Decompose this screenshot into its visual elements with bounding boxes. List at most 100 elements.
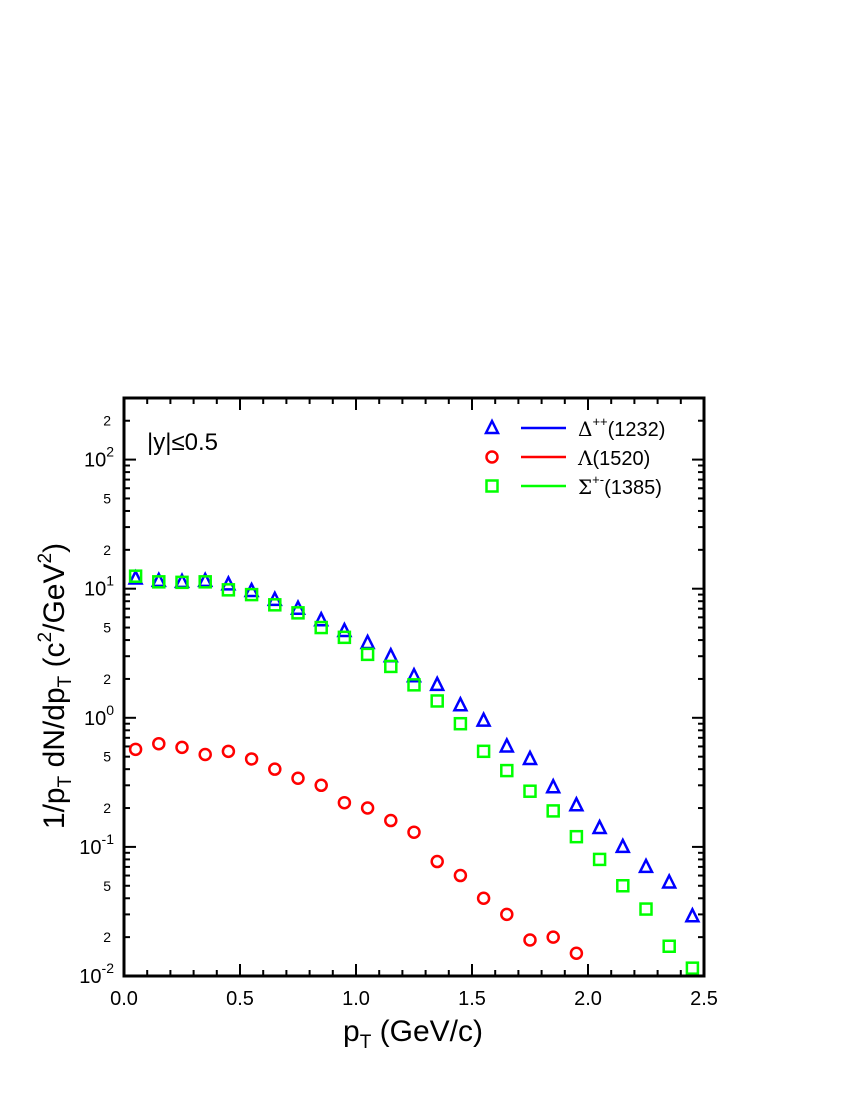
- y-tick-base: 10: [79, 837, 101, 859]
- data-point-square: [476, 744, 491, 759]
- y-minor-tick-label: 5: [103, 878, 111, 894]
- legend-label-sup: ++: [592, 414, 607, 429]
- data-point-triangle: [150, 571, 167, 588]
- data-point-square: [152, 575, 166, 589]
- y-tick-base: 10: [84, 579, 106, 601]
- data-point-square: [384, 659, 398, 674]
- data-point-square: [175, 575, 189, 590]
- data-point-triangle: [452, 695, 469, 712]
- data-point-triangle: [197, 571, 214, 588]
- data-point-circle: [546, 930, 560, 944]
- legend: Δ++(1232)Λ(1520)Σ+-(1385): [483, 414, 666, 499]
- data-point-triangle: [475, 710, 492, 727]
- data-point-circle: [291, 771, 305, 786]
- data-point-triangle: [545, 777, 562, 794]
- y-tick-exponent: -2: [102, 960, 115, 976]
- data-point-square: [500, 763, 514, 778]
- x-title-rest: (GeV/c): [371, 1015, 483, 1048]
- data-point-circle: [198, 747, 212, 762]
- legend-marker-circle: [485, 450, 499, 464]
- data-point-circle: [152, 736, 166, 751]
- y-tick-exponent: 2: [106, 444, 114, 460]
- series-square: [128, 569, 700, 975]
- y-title-sub2: T: [55, 675, 76, 687]
- data-point-square: [685, 961, 700, 975]
- data-point-circle: [221, 744, 236, 759]
- y-minor-tick-label: 5: [103, 490, 111, 506]
- y-minor-tick-label: 5: [103, 620, 111, 636]
- y-tick-base: 10: [84, 708, 106, 730]
- data-point-square: [360, 647, 375, 662]
- legend-label-rest: (1385): [604, 477, 662, 499]
- legend-label-rest: (1232): [608, 419, 666, 441]
- data-point-circle: [476, 891, 491, 906]
- data-point-square: [523, 784, 537, 798]
- y-title-part1: 1/p: [38, 787, 71, 829]
- data-point-triangle: [405, 666, 423, 683]
- data-point-square: [128, 569, 143, 583]
- data-point-square: [430, 694, 444, 708]
- legend-label-base: Σ: [578, 475, 592, 499]
- y-minor-tick-label: 2: [103, 671, 111, 687]
- x-title-main: p: [343, 1015, 360, 1048]
- data-point-square: [453, 716, 468, 731]
- data-point-triangle: [568, 795, 585, 812]
- y-title-sub1: T: [55, 775, 76, 787]
- data-point-circle: [500, 907, 514, 922]
- y-title-part3: (c: [38, 642, 71, 675]
- data-point-square: [314, 620, 328, 635]
- data-point-triangle: [614, 837, 631, 854]
- y-tick-label: 10-1: [79, 831, 114, 859]
- data-point-triangle: [127, 568, 144, 585]
- data-point-square: [407, 678, 421, 692]
- series-circle: [128, 736, 584, 961]
- y-tick-label: 100: [84, 702, 114, 730]
- data-point-circle: [175, 740, 189, 755]
- data-point-circle: [244, 752, 259, 766]
- data-point-triangle: [661, 872, 678, 889]
- plot-frame: [122, 396, 706, 978]
- data-point-triangle: [498, 736, 515, 753]
- data-point-circle: [360, 801, 375, 815]
- data-point-triangle: [637, 857, 655, 874]
- rapidity-annotation: |y|≤0.5: [147, 429, 218, 456]
- data-point-circle: [407, 825, 421, 839]
- data-point-circle: [569, 946, 584, 961]
- data-point-square: [268, 598, 282, 612]
- data-point-circle: [430, 854, 444, 869]
- legend-label-base: Λ: [577, 446, 593, 470]
- data-point-circle: [128, 742, 143, 757]
- x-tick-label: 1.5: [458, 988, 486, 1010]
- data-point-circle: [384, 813, 398, 828]
- x-tick-label: 2.0: [574, 988, 602, 1010]
- data-point-triangle: [521, 749, 539, 766]
- legend-label-sup: +-: [592, 472, 604, 487]
- data-point-square: [616, 879, 630, 893]
- data-point-triangle: [313, 610, 330, 627]
- x-title-sub: T: [360, 1032, 372, 1053]
- y-axis-title: 1/pT dN/dpT (c2/GeV2): [35, 543, 76, 829]
- y-tick-exponent: 0: [106, 702, 114, 718]
- y-title-part4: /GeV: [38, 563, 71, 631]
- y-title-sup2: 2: [35, 553, 56, 564]
- y-tick-base: 10: [79, 966, 101, 988]
- data-point-square: [569, 829, 584, 844]
- legend-marker-triangle: [483, 418, 501, 435]
- data-point-square: [546, 804, 560, 818]
- legend-label: Σ+-(1385): [578, 472, 662, 499]
- data-point-circle: [314, 778, 328, 793]
- x-tick-label: 0.0: [110, 988, 138, 1010]
- data-point-triangle: [336, 621, 353, 638]
- y-tick-exponent: 1: [106, 573, 114, 589]
- y-minor-tick-label: 2: [103, 413, 111, 429]
- y-tick-label: 101: [84, 573, 114, 601]
- y-title-part2: dN/dp: [38, 687, 71, 775]
- data-point-square: [592, 852, 607, 867]
- x-tick-label: 0.5: [226, 988, 254, 1010]
- data-point-square: [639, 902, 653, 916]
- data-point-square: [291, 606, 305, 620]
- x-tick-label: 2.5: [690, 988, 718, 1010]
- data-point-square: [221, 583, 236, 597]
